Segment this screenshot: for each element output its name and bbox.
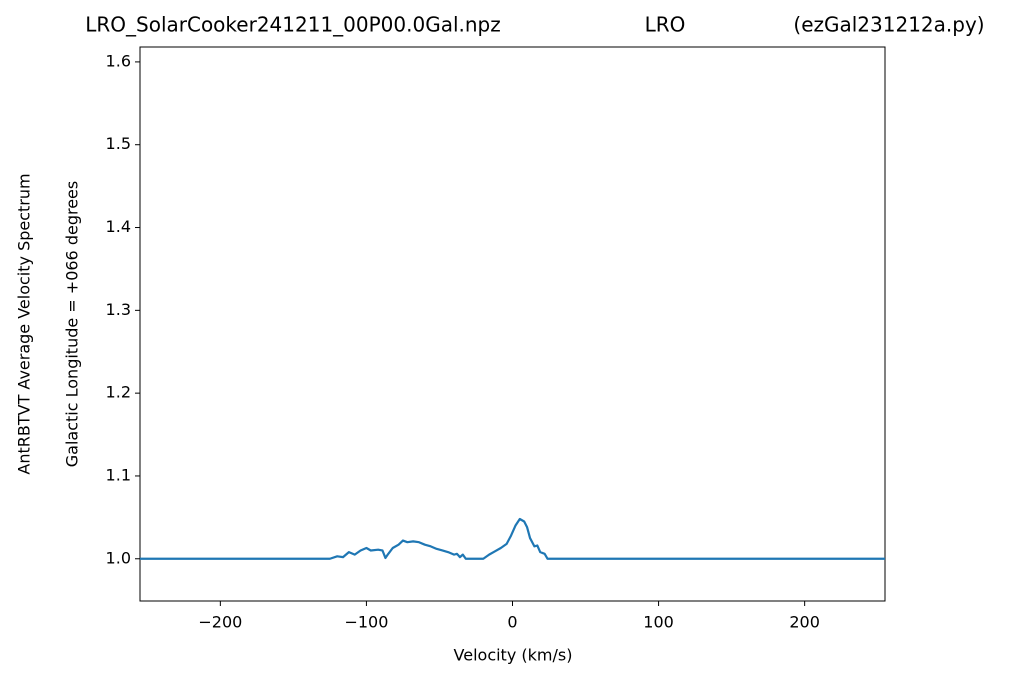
- y-tick-label: 1.5: [106, 134, 131, 153]
- x-tick-label: 100: [643, 613, 674, 632]
- plot-frame: [139, 46, 886, 602]
- y-axis-label: Galactic Longitude = +066 degrees: [63, 181, 82, 467]
- x-tick-label: −100: [344, 613, 388, 632]
- y-tick-label: 1.2: [106, 383, 131, 402]
- chart-title: LRO_SolarCooker241211_00P00.0Gal.npz: [85, 13, 501, 37]
- y-tick-label: 1.0: [106, 548, 131, 567]
- x-tick-label: 200: [789, 613, 820, 632]
- x-axis-label: Velocity (km/s): [454, 646, 573, 665]
- data-line: [140, 517, 885, 560]
- chart-title: (ezGal231212a.py): [793, 13, 984, 37]
- x-tick-label: −200: [198, 613, 242, 632]
- y-axis-label: AntRBTVT Average Velocity Spectrum: [15, 173, 34, 474]
- y-tick-label: 1.3: [106, 300, 131, 319]
- y-tick-label: 1.6: [106, 51, 131, 70]
- y-tick-label: 1.1: [106, 465, 131, 484]
- x-tick-label: 0: [507, 613, 517, 632]
- y-tick-label: 1.4: [106, 217, 131, 236]
- chart-title: LRO: [645, 13, 686, 37]
